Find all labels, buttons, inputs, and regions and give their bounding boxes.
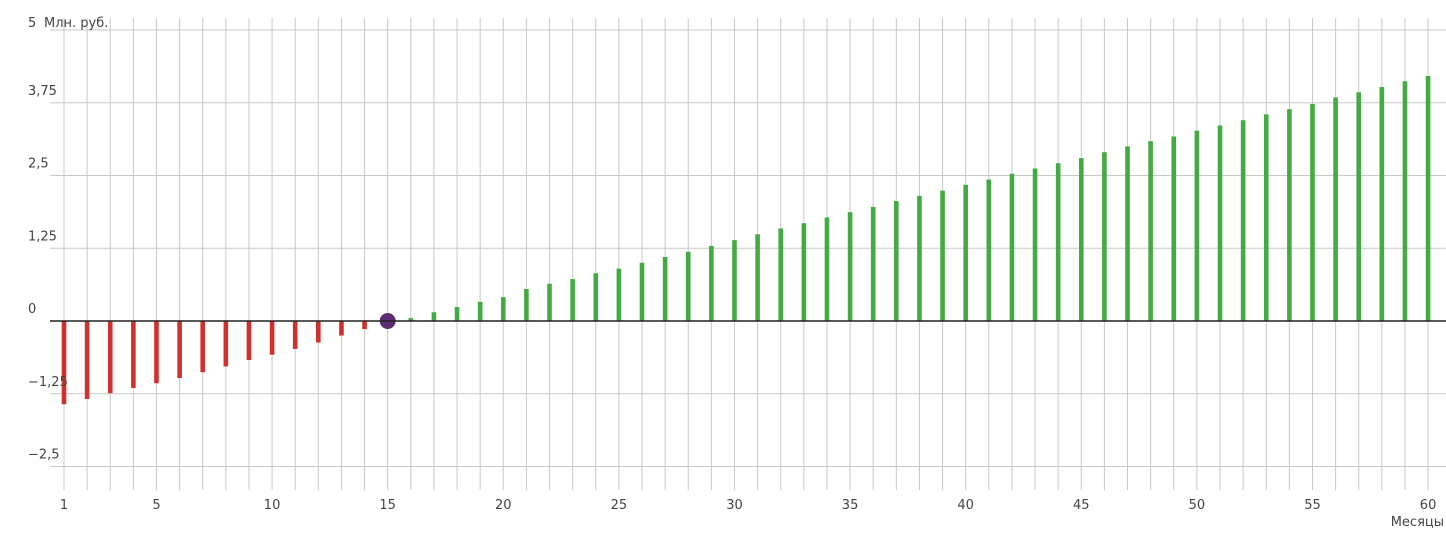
y-tick-label: 2,5 <box>28 157 49 172</box>
bar-month-27 <box>662 256 668 321</box>
x-tick-label: 5 <box>152 498 160 513</box>
bar-month-9 <box>246 321 252 360</box>
x-tick-label: 45 <box>1073 498 1090 513</box>
bar-month-13 <box>339 321 344 336</box>
bar-month-6 <box>177 321 182 379</box>
bar-month-29 <box>709 245 714 321</box>
x-tick-label: 25 <box>611 498 628 513</box>
bar-month-53 <box>1263 114 1269 321</box>
bar-month-41 <box>986 179 992 321</box>
x-tick-label: 60 <box>1420 498 1437 513</box>
bar-month-4 <box>131 321 136 388</box>
bar-month-50 <box>1194 130 1200 321</box>
bar-month-11 <box>292 321 298 349</box>
bar-month-24 <box>593 273 599 321</box>
y-tick-label: 0 <box>28 302 36 317</box>
bar-month-51 <box>1217 125 1223 321</box>
bar-month-48 <box>1148 141 1153 321</box>
bar-month-33 <box>801 223 807 321</box>
y-tick-labels: 5 3,75 2,5 1,25 0 −1,25 −2,5 <box>28 16 68 463</box>
bar-month-20 <box>500 297 506 321</box>
bar-month-26 <box>639 262 645 321</box>
bar-month-12 <box>316 321 321 343</box>
bar-month-18 <box>454 307 460 321</box>
y-tick-label: 5 <box>28 16 36 31</box>
bar-month-49 <box>1171 136 1177 321</box>
bar-month-44 <box>1055 163 1061 321</box>
x-tick-label: 20 <box>495 498 512 513</box>
bar-month-43 <box>1032 168 1038 321</box>
x-tick-label: 30 <box>726 498 743 513</box>
y-tick-label: 3,75 <box>28 84 57 99</box>
bar-month-34 <box>824 217 830 321</box>
bar-month-23 <box>570 279 575 321</box>
bar-month-22 <box>547 283 552 321</box>
bar-month-39 <box>940 190 945 321</box>
bar-month-2 <box>84 321 90 399</box>
x-tick-label: 40 <box>957 498 974 513</box>
bar-month-8 <box>223 321 229 367</box>
bar-month-28 <box>685 251 691 321</box>
bar-month-21 <box>524 288 529 321</box>
bar-month-60 <box>1425 75 1431 321</box>
bar-month-7 <box>200 321 206 373</box>
x-tick-labels: 1 5 10 15 20 25 30 35 40 45 50 55 60 <box>60 498 1436 513</box>
x-tick-label: 55 <box>1304 498 1321 513</box>
bar-month-46 <box>1102 152 1107 321</box>
bar-month-59 <box>1402 81 1408 321</box>
bar-month-40 <box>963 184 968 321</box>
bar-month-52 <box>1240 120 1246 322</box>
bar-month-14 <box>362 321 367 330</box>
bars <box>61 75 1431 405</box>
x-tick-label: 35 <box>842 498 859 513</box>
bar-month-17 <box>431 312 437 321</box>
bar-month-54 <box>1287 109 1292 321</box>
x-tick-label: 1 <box>60 498 68 513</box>
bar-month-57 <box>1356 92 1362 321</box>
horizontal-gridlines <box>50 29 1446 467</box>
bar-month-56 <box>1333 97 1338 322</box>
bar-month-42 <box>1009 173 1015 321</box>
bar-month-10 <box>269 321 275 355</box>
bar-month-38 <box>917 195 922 321</box>
bar-month-19 <box>477 301 483 321</box>
x-tick-label: 10 <box>264 498 281 513</box>
y-tick-label: −1,25 <box>28 375 68 390</box>
bar-month-30 <box>732 240 737 321</box>
vertical-gridlines <box>63 18 1429 490</box>
bar-month-37 <box>894 201 899 321</box>
bar-month-5 <box>154 321 159 384</box>
bar-month-55 <box>1310 103 1315 321</box>
bar-month-16 <box>408 318 414 321</box>
bar-month-47 <box>1125 146 1130 321</box>
x-tick-label: 50 <box>1189 498 1206 513</box>
bar-month-25 <box>616 268 622 321</box>
bar-month-58 <box>1379 87 1385 321</box>
bar-month-32 <box>778 228 784 321</box>
y-tick-label: −2,5 <box>28 448 60 463</box>
bar-month-31 <box>755 234 760 321</box>
x-axis-unit-label: Месяцы <box>1391 515 1444 529</box>
x-tick-label: 15 <box>379 498 396 513</box>
bar-month-1 <box>61 321 67 405</box>
y-axis-unit-label: Млн. руб. <box>44 16 108 31</box>
y-tick-label: 1,25 <box>28 229 57 244</box>
bar-month-3 <box>107 321 113 394</box>
bar-month-45 <box>1078 158 1084 321</box>
bar-month-36 <box>870 206 876 321</box>
bar-month-35 <box>847 212 853 321</box>
